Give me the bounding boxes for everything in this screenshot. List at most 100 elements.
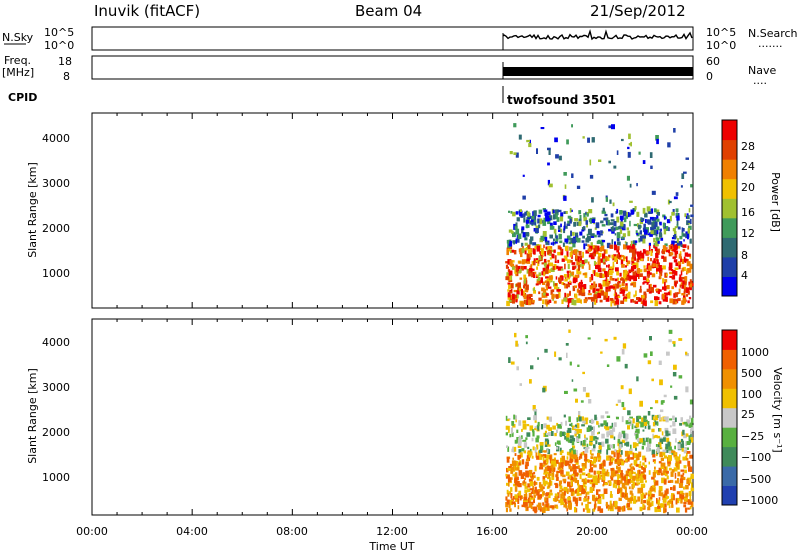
heat-cell xyxy=(542,502,544,506)
heat-cell xyxy=(545,501,548,503)
heat-cell xyxy=(633,301,636,303)
heat-cell xyxy=(506,250,509,255)
heat-cell xyxy=(668,227,670,231)
power-cbar-tick-5: 8 xyxy=(741,249,748,262)
heat-cell xyxy=(686,288,689,291)
heat-cell xyxy=(594,471,596,475)
heat-cell xyxy=(573,222,576,227)
heat-cell xyxy=(675,418,677,423)
heat-cell xyxy=(649,245,651,251)
heat-cell xyxy=(689,208,691,212)
heat-cell xyxy=(520,383,523,386)
heat-cell xyxy=(616,217,619,223)
heat-cell xyxy=(605,257,608,259)
heat-cell xyxy=(581,441,583,446)
heat-cell xyxy=(683,487,685,490)
heat-cell xyxy=(633,272,636,276)
heat-cell xyxy=(603,460,605,464)
xtick-0: 00:00 xyxy=(76,525,108,538)
heat-cell xyxy=(550,269,552,271)
heat-cell xyxy=(617,490,619,494)
heat-cell xyxy=(582,236,585,239)
heat-cell xyxy=(648,411,651,416)
heat-cell xyxy=(521,289,523,293)
heat-cell xyxy=(578,290,582,296)
heat-cell xyxy=(655,480,658,485)
heat-cell xyxy=(538,215,541,218)
heat-cell xyxy=(530,481,534,486)
heat-cell xyxy=(577,423,580,428)
heat-cell xyxy=(538,426,540,431)
heat-cell xyxy=(621,264,625,268)
heat-cell xyxy=(668,292,670,296)
heat-cell xyxy=(659,222,662,226)
heat-cell xyxy=(610,468,613,471)
heat-cell xyxy=(673,128,676,133)
heat-cell xyxy=(584,458,586,460)
heat-cell xyxy=(512,212,516,217)
heat-cell xyxy=(665,295,667,300)
heat-cell xyxy=(547,281,549,286)
xtick-4: 16:00 xyxy=(476,525,508,538)
heat-cell xyxy=(589,264,591,270)
heat-cell xyxy=(612,427,615,432)
heat-cell xyxy=(621,450,623,455)
heat-cell xyxy=(553,214,556,219)
heat-cell xyxy=(593,444,596,448)
heat-cell xyxy=(687,268,690,273)
heat-cell xyxy=(670,263,673,267)
heat-cell xyxy=(514,250,517,254)
heat-cell xyxy=(609,456,612,458)
xtick-3: 12:00 xyxy=(376,525,408,538)
heat-cell xyxy=(680,478,683,483)
heat-cell xyxy=(516,366,519,370)
heat-cell xyxy=(662,265,666,269)
heat-cell xyxy=(627,410,631,415)
xtick-1: 04:00 xyxy=(176,525,208,538)
colorbar-swatch xyxy=(722,198,737,218)
heat-cell xyxy=(597,478,599,484)
heat-cell xyxy=(622,287,626,289)
heat-cell xyxy=(587,138,590,143)
heat-cell xyxy=(650,250,652,256)
heat-cell xyxy=(640,494,643,500)
heat-cell xyxy=(580,474,582,480)
heat-cell xyxy=(547,417,549,420)
heat-cell xyxy=(558,443,561,445)
heat-cell xyxy=(545,493,548,497)
heat-cell xyxy=(687,254,691,257)
heat-cell xyxy=(598,283,601,287)
heat-cell xyxy=(559,241,562,244)
heat-cell xyxy=(655,221,658,227)
heat-cell xyxy=(531,505,533,509)
heat-cell xyxy=(610,245,614,249)
heat-cell xyxy=(674,446,676,450)
heat-cell xyxy=(554,352,556,357)
heat-cell xyxy=(578,284,580,289)
heat-cell xyxy=(594,415,597,420)
heat-cell xyxy=(606,197,608,202)
heat-cell xyxy=(507,500,510,505)
heat-cell xyxy=(675,263,678,267)
heat-cell xyxy=(647,274,649,278)
heat-cell xyxy=(571,481,573,487)
heat-cell xyxy=(639,298,642,302)
heat-cell xyxy=(607,364,609,367)
heat-cell xyxy=(653,472,656,477)
heat-cell xyxy=(620,222,624,226)
heat-cell xyxy=(591,274,593,276)
heat-cell xyxy=(540,463,543,467)
heat-cell xyxy=(682,493,685,495)
heat-cell xyxy=(597,506,601,511)
heat-cell xyxy=(525,243,528,246)
heat-cell xyxy=(623,407,626,410)
heat-cell xyxy=(670,487,672,490)
heat-cell xyxy=(600,494,603,496)
heat-cell xyxy=(645,458,647,463)
heat-cell xyxy=(635,241,638,243)
heat-cell xyxy=(686,158,690,160)
heat-cell xyxy=(533,409,537,412)
heat-cell xyxy=(588,337,591,339)
heat-cell xyxy=(514,447,516,452)
heat-cell xyxy=(512,460,515,466)
